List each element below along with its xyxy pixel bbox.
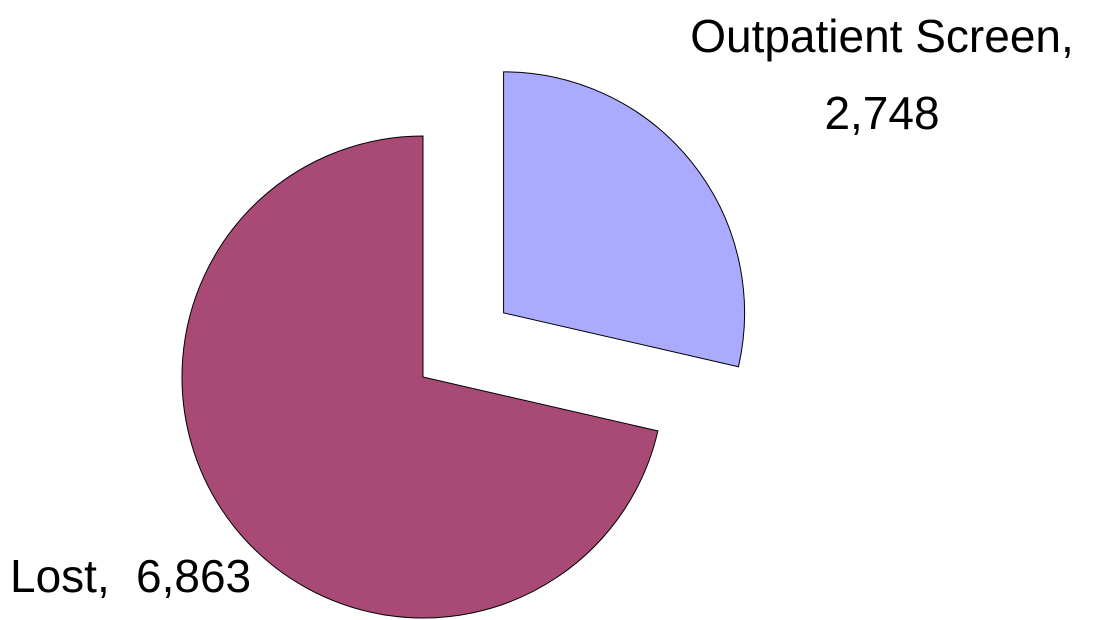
slice-value-label: 6,863: [136, 550, 251, 602]
slice-value-label: 2,748: [824, 87, 939, 139]
slice-label: Lost,: [10, 550, 110, 602]
pie-slice: [181, 135, 659, 619]
slice-label: Outpatient Screen,: [690, 10, 1074, 62]
pie-slice: [503, 71, 746, 368]
